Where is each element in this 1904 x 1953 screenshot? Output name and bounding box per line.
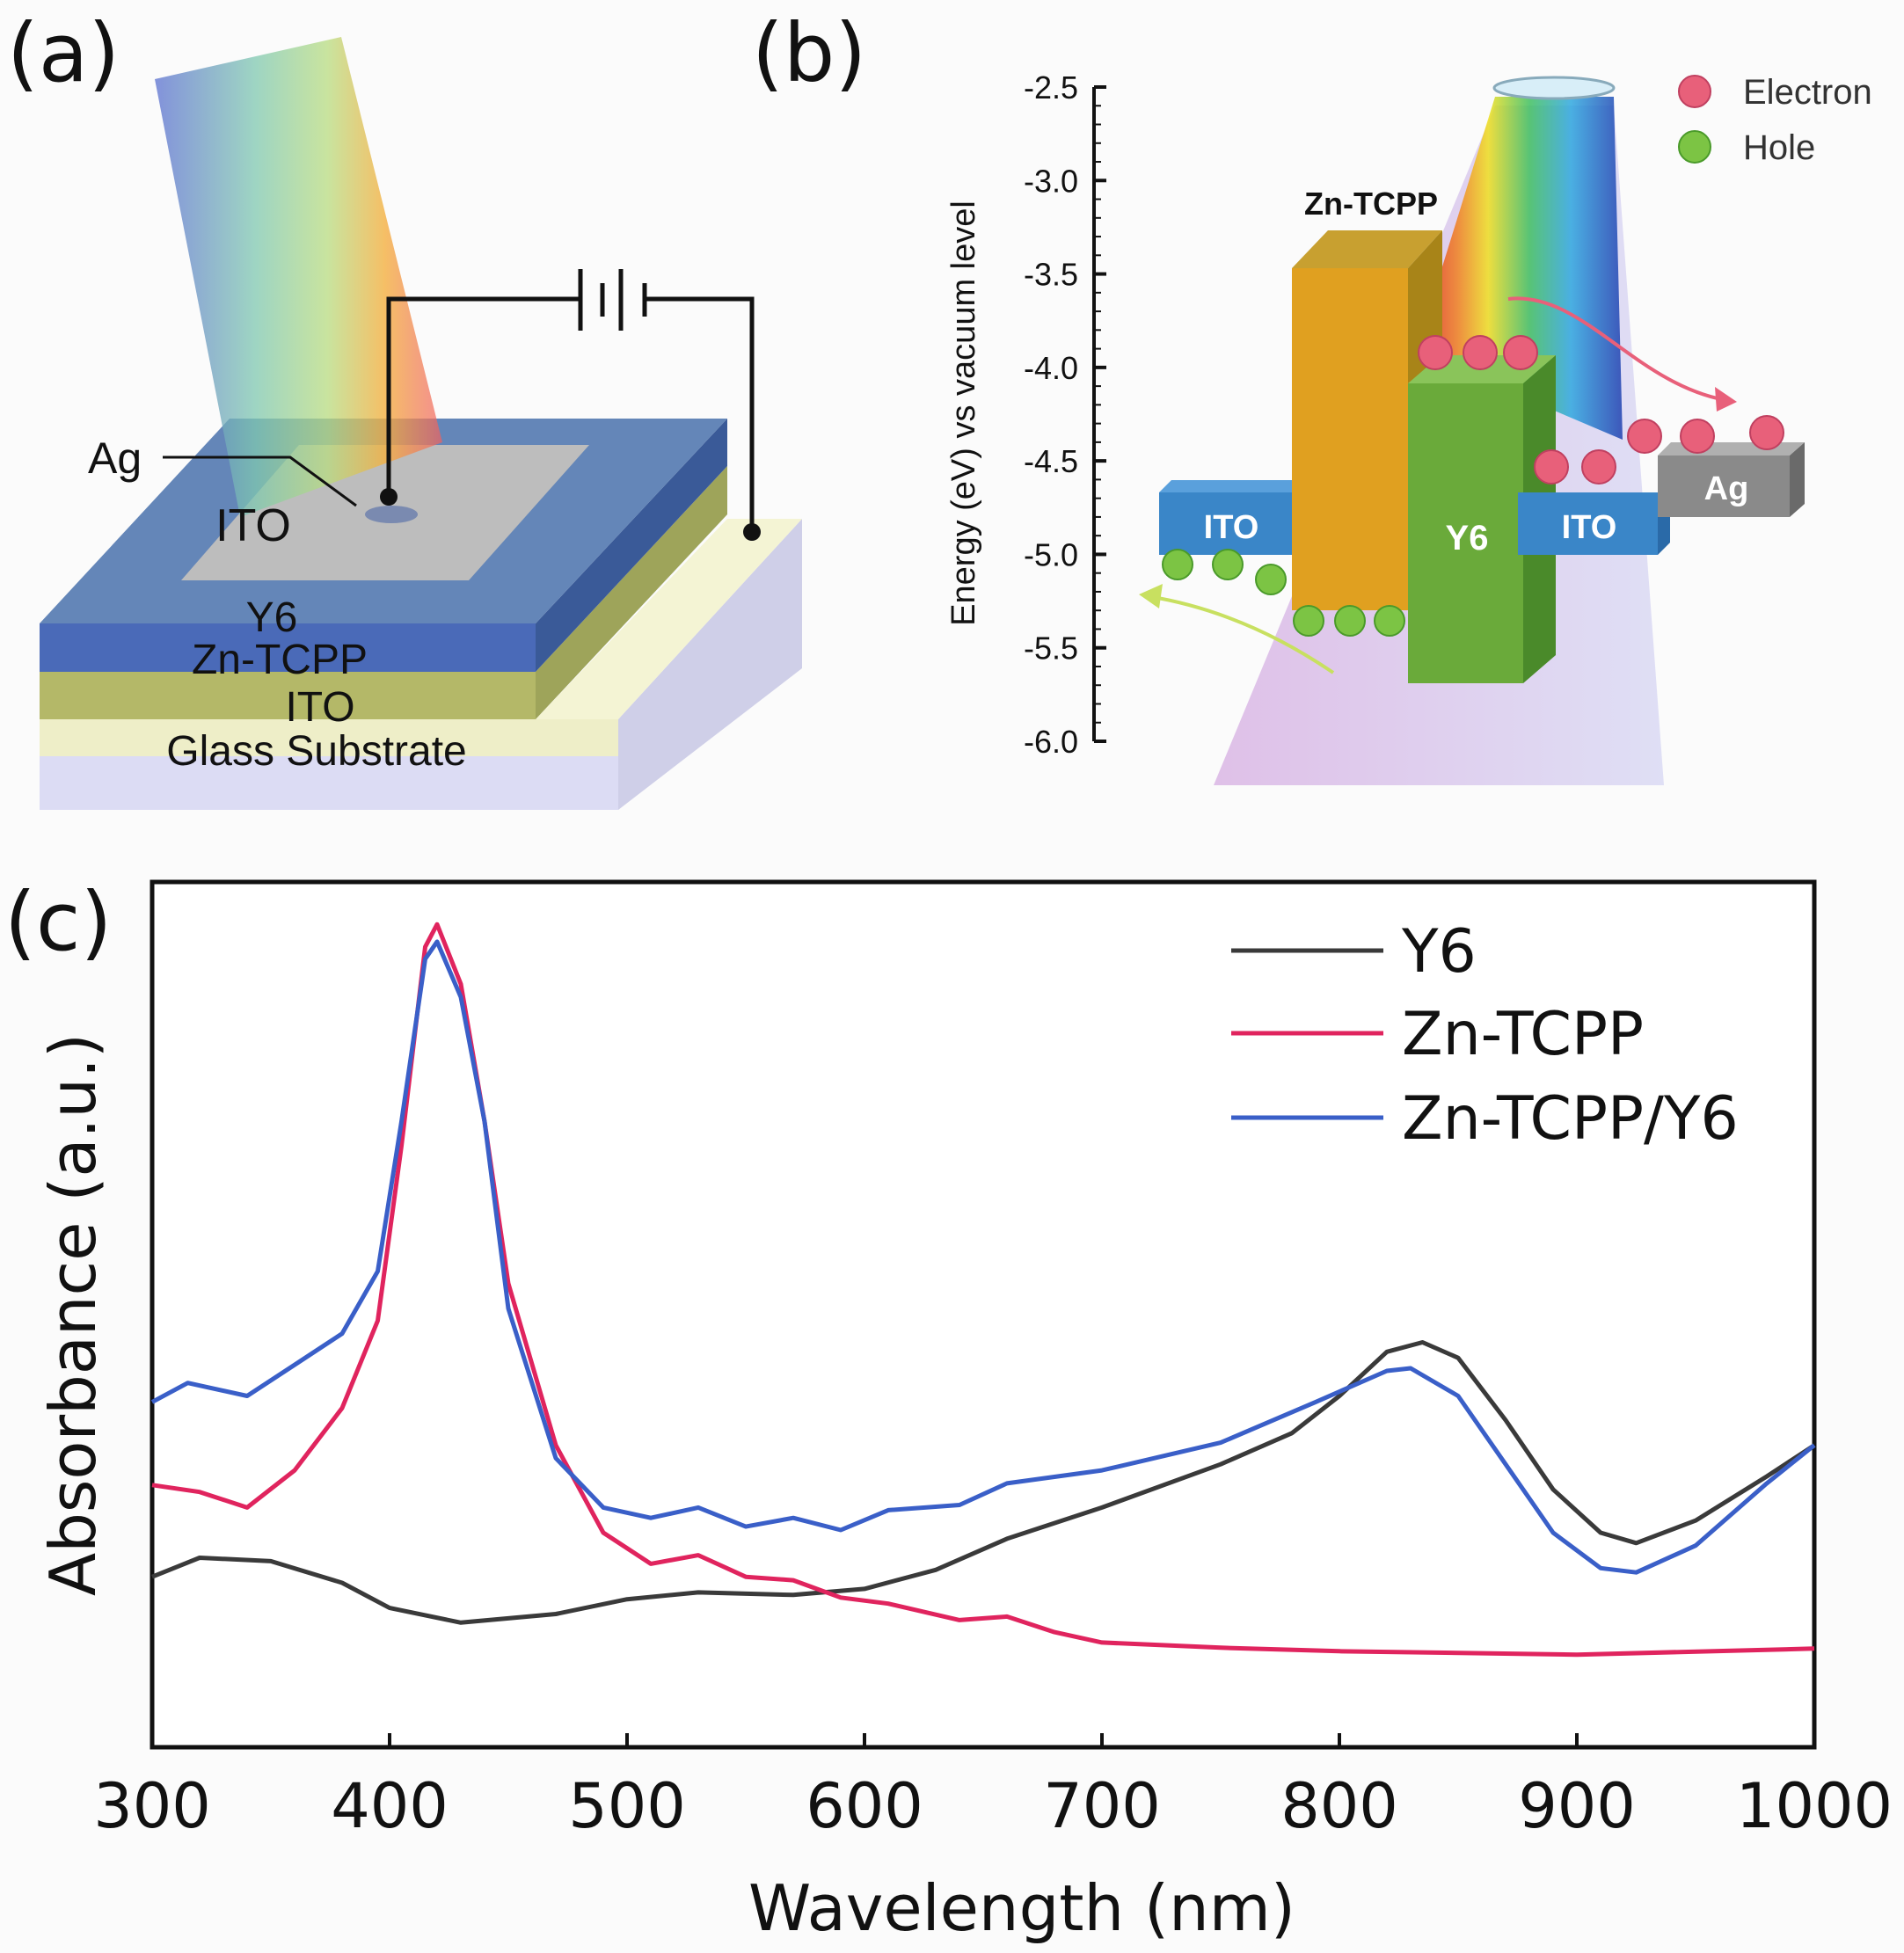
x-tick-label: 500 xyxy=(568,1770,686,1842)
x-tick-label: 1000 xyxy=(1736,1770,1893,1842)
zn-tcpp-layer-label: Zn-TCPP xyxy=(192,637,368,683)
legend-electron-label: Electron xyxy=(1743,73,1872,112)
ito-bottom-front xyxy=(40,719,618,756)
x-tick-label: 800 xyxy=(1280,1770,1398,1842)
panel-c-absorbance-chart: (c) 300 400 500 600 700 800 900 1000 Y6 Zn-TCPP Z… xyxy=(4,875,1893,1945)
panel-b-label: (b) xyxy=(752,6,866,100)
hole-transfer-arrow xyxy=(1147,594,1335,674)
ito-bottom-top xyxy=(536,519,802,719)
panel-b-energy-diagram: (b) Energy (eV) vs vacuum level -2.5 -3.0… xyxy=(752,6,1872,785)
y-axis-label: Absorbance (a.u.) xyxy=(36,1033,110,1596)
legend-label: Zn-TCPP xyxy=(1402,1000,1644,1069)
x-axis-ticks: 300 400 500 600 700 800 900 1000 xyxy=(93,1733,1893,1842)
legend-electron-icon xyxy=(1678,75,1711,108)
ito-left-label: ITO xyxy=(1204,509,1259,546)
y6-layer-front xyxy=(40,623,536,672)
holes xyxy=(1162,549,1405,637)
legend-label: Zn-TCPP/Y6 xyxy=(1402,1084,1739,1154)
legend-hole-label: Hole xyxy=(1743,128,1815,167)
energy-tick-label: -3.5 xyxy=(1024,257,1078,293)
energy-axis-title: Energy (eV) vs vacuum level xyxy=(945,200,982,626)
energy-tick-label: -4.0 xyxy=(1024,350,1078,386)
energy-tick-label: -6.0 xyxy=(1024,724,1078,760)
hole-arrow-head xyxy=(1139,584,1163,608)
ito-bottom-label: ITO xyxy=(285,684,354,731)
series-line-y6 xyxy=(151,1340,1816,1625)
x-tick-label: 300 xyxy=(93,1770,211,1842)
contact-dot-top xyxy=(380,488,398,506)
series-line-zn-tcpp xyxy=(151,922,1815,1658)
panel-a-label: (a) xyxy=(7,6,120,100)
zn-tcpp-block-label: Zn-TCPP xyxy=(1304,186,1438,222)
electron-transfer-arrow xyxy=(1507,296,1732,403)
energy-tick-label: -2.5 xyxy=(1024,69,1078,106)
plot-frame xyxy=(150,879,1817,1750)
ag-block xyxy=(1658,455,1790,517)
glass-substrate-label: Glass Substrate xyxy=(166,728,466,775)
energy-tick-label: -5.0 xyxy=(1024,536,1078,572)
zn-tcpp-layer-side xyxy=(536,466,727,719)
ito-right-label: ITO xyxy=(1562,509,1617,546)
x-tick-label: 600 xyxy=(806,1770,923,1842)
ag-block-side xyxy=(1790,442,1805,517)
series-lines xyxy=(150,922,1816,1658)
y6-block xyxy=(1408,383,1523,683)
electrons xyxy=(1418,335,1784,485)
electron-arrow-head xyxy=(1715,387,1737,412)
substrate-side xyxy=(618,519,802,810)
panel-a-device-schematic: (a) Ag ITO Y6 Zn-TCPP ITO Glass xyxy=(7,6,802,810)
x-tick-label: 700 xyxy=(1043,1770,1161,1842)
energy-tick-label: -3.0 xyxy=(1024,163,1078,199)
ag-label: Ag xyxy=(88,434,142,483)
energy-axis-ticks: -2.5 -3.0 -3.5 -4.0 -4.5 -5.0 -5.5 -6.0 xyxy=(1024,69,1106,760)
ito-left-block xyxy=(1159,492,1296,555)
light-source-lens xyxy=(1492,76,1616,100)
light-beam xyxy=(155,37,442,517)
circuit-wire-left xyxy=(386,296,580,497)
legend-label: Y6 xyxy=(1401,917,1477,987)
x-tick-label: 400 xyxy=(331,1770,449,1842)
series-line-zn-tcpp-y6 xyxy=(150,939,1816,1575)
ito-left-top xyxy=(1159,480,1309,492)
x-tick-label: 900 xyxy=(1518,1770,1636,1842)
x-axis-label: Wavelength (nm) xyxy=(748,1871,1295,1945)
contact-dot-bottom xyxy=(743,523,761,541)
y6-layer-label: Y6 xyxy=(246,594,298,641)
y6-layer-side xyxy=(536,419,727,672)
ag-block-top xyxy=(1658,442,1805,455)
ag-pointer xyxy=(163,455,357,507)
zn-tcpp-layer-front xyxy=(40,672,536,719)
glass-front xyxy=(40,756,618,810)
energy-tick-label: -4.5 xyxy=(1024,443,1078,479)
ito-right-block xyxy=(1518,492,1658,555)
legend-hole-icon xyxy=(1678,130,1711,164)
energy-tick-label: -5.5 xyxy=(1024,630,1078,667)
panel-c-label: (c) xyxy=(4,875,112,969)
ag-block-label: Ag xyxy=(1704,470,1749,507)
y6-block-label: Y6 xyxy=(1446,519,1489,557)
ito-top-label: ITO xyxy=(215,500,291,551)
legend: Y6 Zn-TCPP Zn-TCPP/Y6 xyxy=(1231,917,1739,1154)
circuit-wire-right xyxy=(645,296,755,532)
zn-tcpp-block-top xyxy=(1292,230,1442,268)
zn-tcpp-block xyxy=(1292,268,1408,610)
battery-icon xyxy=(578,269,647,331)
ag-electrode xyxy=(365,506,418,523)
